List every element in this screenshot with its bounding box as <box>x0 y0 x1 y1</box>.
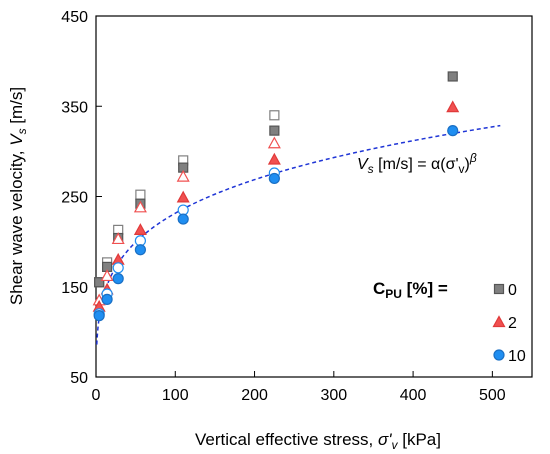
data-point-open-triangle <box>267 136 281 149</box>
data-point-filled-circle <box>177 213 189 225</box>
legend-title: CPU [%] = <box>373 279 448 301</box>
data-point-filled-circle <box>112 273 124 285</box>
plot-area <box>95 15 533 378</box>
data-point-open-circle <box>112 262 124 274</box>
data-point-filled-triangle <box>267 152 281 165</box>
data-point-filled-circle <box>268 172 280 185</box>
data-point-filled-triangle <box>133 223 147 235</box>
data-points <box>92 71 460 322</box>
y-tick-label: 50 <box>70 370 88 387</box>
fit-curve-line <box>96 124 501 345</box>
data-point-open-square <box>135 189 146 200</box>
data-point-open-triangle <box>176 169 190 182</box>
data-point-open-square <box>269 110 280 121</box>
data-point-open-triangle <box>133 200 147 213</box>
data-point-open-triangle <box>100 269 114 282</box>
data-point-filled-square <box>94 277 105 288</box>
data-point-filled-triangle <box>446 100 460 113</box>
data-point-open-triangle <box>111 232 125 245</box>
data-point-filled-circle <box>447 125 459 137</box>
y-tick-label: 150 <box>61 280 88 297</box>
legend-entry-label: 10 <box>508 348 526 365</box>
x-tick-label: 500 <box>479 387 506 404</box>
x-tick-label: 200 <box>241 387 268 404</box>
y-tick-label: 350 <box>61 99 88 116</box>
x-tick-label: 400 <box>400 387 427 404</box>
plot-border <box>95 15 533 378</box>
x-axis-label: Vertical effective stress, σ'v [kPa] <box>195 430 441 452</box>
x-tick-label: 0 <box>92 387 101 404</box>
legend-marker-square <box>493 283 505 295</box>
y-axis-label: Shear wave velocity, Vs [m/s] <box>7 87 29 305</box>
data-point-filled-triangle <box>176 190 190 203</box>
axis-ticks: 0 100 200 300 400 500 50 150 250 350 450 <box>61 9 506 404</box>
power-fit-curve <box>96 124 501 345</box>
legend-marker-circle <box>493 349 505 361</box>
x-tick-label: 300 <box>320 387 347 404</box>
legend-entry-label: 2 <box>508 315 517 332</box>
data-point-filled-square <box>447 71 458 82</box>
fit-equation-annotation: Vs [m/s] = α(σ'v)β <box>357 151 477 176</box>
legend-entry-label: 0 <box>508 282 517 299</box>
y-tick-label: 250 <box>61 190 88 207</box>
x-tick-label: 100 <box>162 387 189 404</box>
legend-marker-triangle <box>492 315 506 328</box>
data-point-filled-circle <box>134 244 146 256</box>
data-point-filled-circle <box>101 293 113 305</box>
y-tick-label: 450 <box>61 9 88 26</box>
data-point-filled-circle <box>93 310 105 322</box>
data-point-filled-square <box>269 125 280 136</box>
legend: 0 2 10 <box>492 282 526 365</box>
